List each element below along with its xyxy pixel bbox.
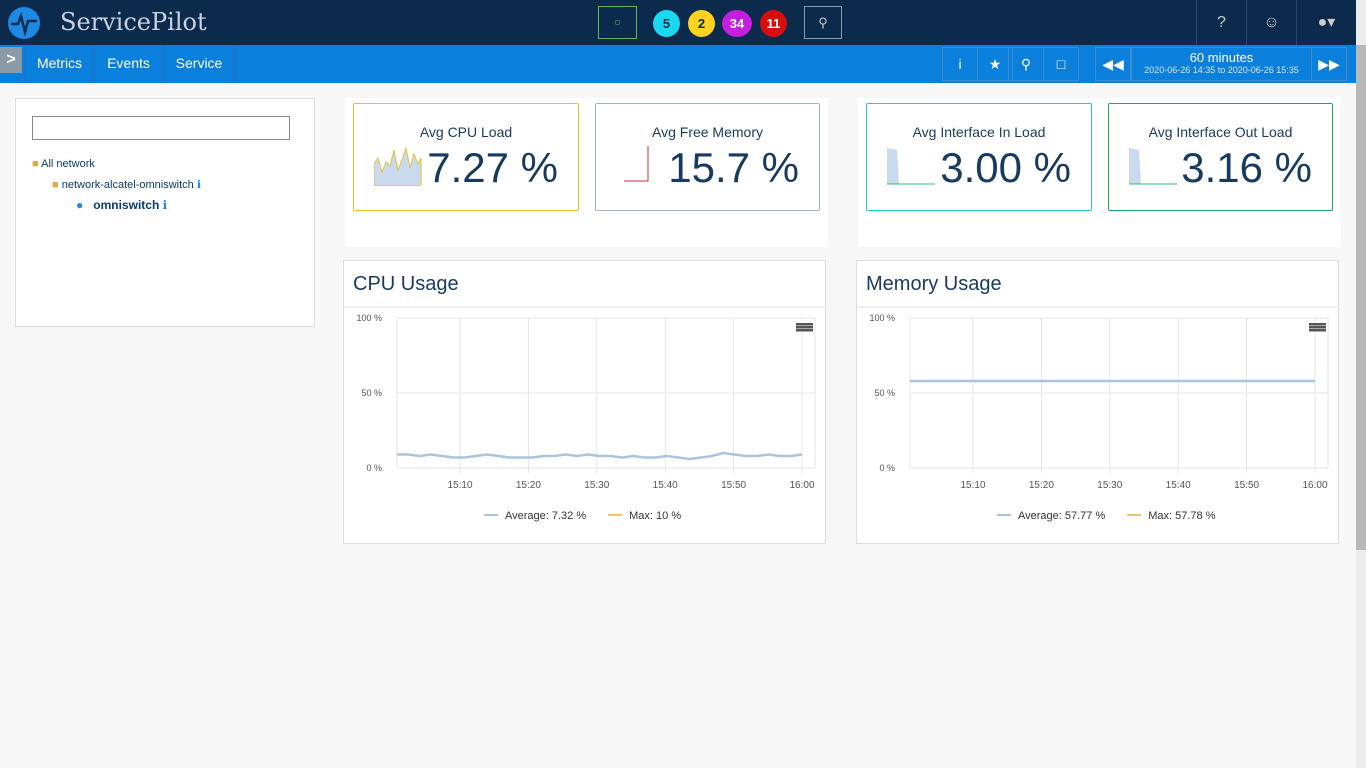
menu-icon (796, 329, 813, 332)
menu-icon (796, 323, 813, 326)
x-tick-label: 15:50 (1234, 480, 1259, 491)
kpi-value: 3.00 % (940, 144, 1071, 191)
chart: 0 % 50 % 100 % 15:10 15:20 15:30 15:40 15:50 16:… (344, 306, 825, 522)
sparkline (1129, 148, 1177, 185)
y-tick-label: 0 % (366, 463, 382, 473)
range: 2020-06-26 14:35 to 2020-06-26 15:35 (1144, 65, 1299, 75)
tab[interactable]: Events (94, 45, 164, 83)
y-tick-label: 100 % (869, 313, 895, 323)
search-input[interactable] (32, 116, 290, 140)
x-tick-label: 15:20 (516, 480, 541, 491)
legend-label: Average: 7.32 % (505, 510, 586, 522)
y-tick-label: 50 % (874, 388, 895, 398)
kpi-value: 15.7 % (668, 144, 799, 191)
kpi-value: 3.16 % (1181, 144, 1312, 191)
prev-button[interactable]: ◀◀ (1095, 47, 1131, 81)
brand: ServicePilot (60, 8, 207, 36)
menu-icon (1309, 326, 1326, 329)
chart-title: CPU Usage (353, 273, 459, 295)
kpi-title: Avg CPU Load (419, 124, 513, 140)
kpi-card[interactable]: Avg Free Memory 15.7 % (595, 103, 820, 211)
scroll-thumb[interactable] (1356, 45, 1366, 550)
y-tick-label: 50 % (361, 388, 382, 398)
logo (8, 7, 40, 39)
sparkline (374, 146, 422, 186)
search-button[interactable]: ⚲ (1008, 47, 1044, 81)
y-tick-label: 0 % (879, 463, 895, 473)
tree-item[interactable]: ● omniswitch ℹ (76, 198, 168, 212)
tab[interactable]: Metrics (25, 45, 94, 83)
label: network-alcatel-omniswitch (61, 179, 194, 191)
favorite-button[interactable]: ★ (977, 47, 1013, 81)
sidebar-toggle[interactable]: > (0, 47, 22, 73)
nav-bar: > Metrics Events Service i ★ ⚲ □ ◀◀ 60 m… (0, 45, 1356, 83)
kpi-card[interactable]: Avg Interface In Load 3.00 % (866, 103, 1092, 211)
chat-button[interactable]: ○ (598, 6, 637, 39)
badge[interactable]: 2 (688, 10, 715, 37)
x-tick-label: 15:30 (1097, 480, 1122, 491)
series-line (397, 451, 803, 461)
tree-panel: ■ All network ■ network-alcatel-omniswit… (15, 98, 315, 327)
header: ServicePilot ○ 5 2 34 11 ⚲ ? ☺ ●▾ (0, 0, 1366, 45)
kpi-value: 7.27 % (427, 144, 558, 191)
tree-item[interactable]: ■ network-alcatel-omniswitch ℹ (52, 179, 202, 191)
tree-item[interactable]: ■ All network (32, 158, 95, 170)
x-tick-label: 15:40 (653, 480, 678, 491)
label: All network (41, 158, 95, 170)
kpi-card[interactable]: Avg CPU Load 7.27 % (353, 103, 579, 211)
x-tick-label: 16:00 (1302, 480, 1327, 491)
chart: 0 % 50 % 100 % 15:10 15:20 15:30 15:40 15:50 16:… (857, 306, 1338, 522)
x-tick-label: 15:40 (1166, 480, 1191, 491)
x-tick-label: 15:10 (447, 480, 472, 491)
menu-icon (796, 326, 813, 329)
tab[interactable]: Service (164, 45, 235, 83)
x-tick-label: 15:30 (584, 480, 609, 491)
feedback-button[interactable]: ☺ (1246, 0, 1296, 45)
kpi-title: Avg Interface Out Load (1148, 124, 1293, 140)
x-tick-label: 15:20 (1029, 480, 1054, 491)
search-button[interactable]: ⚲ (804, 6, 842, 39)
user-menu[interactable]: ●▾ (1296, 0, 1356, 45)
y-tick-label: 100 % (356, 313, 382, 323)
legend-label: Max: 57.78 % (1148, 510, 1215, 522)
badge[interactable]: 11 (760, 10, 787, 37)
label: omniswitch (93, 198, 160, 212)
report-button[interactable]: □ (1043, 47, 1079, 81)
next-button[interactable]: ▶▶ (1311, 47, 1347, 81)
scrollbar (1356, 0, 1366, 768)
menu-icon (1309, 323, 1326, 326)
menu-icon (1309, 329, 1326, 332)
legend-label: Average: 57.77 % (1018, 510, 1105, 522)
x-tick-label: 16:00 (789, 480, 814, 491)
x-tick-label: 15:50 (721, 480, 746, 491)
kpi-card[interactable]: Avg Interface Out Load 3.16 % (1108, 103, 1333, 211)
time-range[interactable]: 60 minutes 2020-06-26 14:35 to 2020-06-2… (1131, 47, 1312, 81)
x-tick-label: 15:10 (960, 480, 985, 491)
info-button[interactable]: i (942, 47, 978, 81)
kpi-title: Avg Interface In Load (912, 124, 1046, 140)
chart-panel: CPU Usage 0 % 50 % 100 % 15:10 15:20 15:30 15:4… (343, 260, 826, 544)
legend-label: Max: 10 % (629, 510, 681, 522)
sparkline (887, 148, 935, 185)
period: 60 minutes (1189, 50, 1254, 65)
help-button[interactable]: ? (1196, 0, 1246, 45)
chart-panel: Memory Usage 0 % 50 % 100 % 15:10 15:20 15:30 1… (856, 260, 1339, 544)
badge[interactable]: 34 (722, 10, 752, 37)
chart-title: Memory Usage (866, 273, 1002, 295)
sparkline (624, 146, 649, 182)
kpi-title: Avg Free Memory (652, 124, 763, 140)
badge[interactable]: 5 (653, 10, 680, 37)
